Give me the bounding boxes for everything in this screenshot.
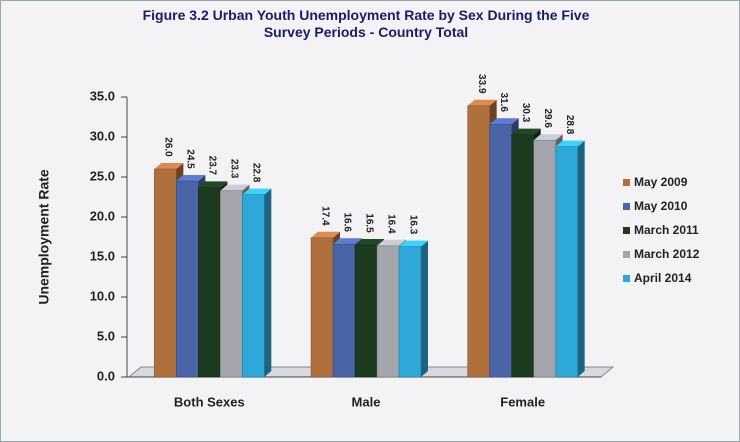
- value-label: 31.6: [498, 92, 509, 112]
- y-tick-label: 35.0: [90, 88, 115, 103]
- bar-top: [220, 184, 250, 191]
- y-tick-label: 30.0: [90, 128, 115, 143]
- bar-side: [264, 188, 272, 377]
- value-label: 17.4: [319, 206, 330, 226]
- bar: [398, 246, 422, 378]
- y-tick-label: 15.0: [90, 248, 115, 263]
- bar: [154, 168, 177, 378]
- legend-swatch: [623, 203, 630, 210]
- bar-top: [242, 188, 272, 195]
- bar-top: [489, 118, 519, 125]
- bar-side: [421, 240, 428, 377]
- bar-top: [333, 238, 362, 245]
- legend-swatch: [623, 275, 630, 282]
- bar: [533, 139, 556, 378]
- bar: [242, 194, 265, 378]
- y-tick-label: 20.0: [90, 208, 115, 223]
- bar-top: [311, 231, 340, 238]
- y-tick-label: 10.0: [90, 288, 115, 303]
- bar-top: [399, 240, 428, 247]
- legend-label: March 2011: [634, 223, 699, 237]
- value-label: 29.6: [542, 108, 553, 128]
- value-label: 26.0: [163, 137, 174, 157]
- y-tick-label: 25.0: [90, 168, 115, 183]
- bar: [220, 190, 243, 378]
- bar: [354, 244, 378, 378]
- value-label: 23.7: [207, 156, 218, 176]
- value-label: 24.5: [185, 149, 196, 169]
- legend-label: May 2010: [634, 199, 688, 213]
- bar: [332, 243, 356, 378]
- bar-top: [377, 239, 406, 246]
- bar: [310, 237, 334, 378]
- bar-top: [176, 175, 206, 181]
- legend-swatch: [623, 179, 630, 186]
- bar: [511, 134, 534, 378]
- bar-top: [533, 134, 563, 141]
- value-label: 16.6: [341, 212, 352, 232]
- legend-label: April 2014: [634, 271, 692, 285]
- bar-top: [555, 140, 585, 147]
- legend-swatch: [623, 227, 630, 234]
- legend-label: March 2012: [634, 247, 700, 261]
- legend-swatch: [623, 251, 630, 258]
- bar-top: [154, 163, 184, 169]
- y-tick-label: 5.0: [97, 328, 115, 343]
- bar-top: [511, 128, 541, 135]
- bar-side: [577, 140, 585, 377]
- bar: [376, 245, 400, 378]
- y-tick-label: 0.0: [97, 368, 115, 383]
- bar: [555, 146, 578, 378]
- x-tick-label: Both Sexes: [174, 394, 245, 409]
- bar-top: [355, 239, 384, 245]
- chart-title: Figure 3.2 Urban Youth Unemployment Rate…: [142, 7, 590, 40]
- y-axis-label: Unemployment Rate: [36, 169, 52, 305]
- bar-top: [198, 181, 228, 188]
- value-label: 23.3: [229, 159, 240, 179]
- value-label: 33.9: [476, 74, 487, 94]
- legend-label: May 2009: [634, 175, 688, 189]
- value-label: 28.8: [564, 115, 575, 135]
- value-label: 22.8: [251, 163, 262, 183]
- bar: [176, 180, 199, 378]
- value-label: 16.5: [363, 213, 374, 233]
- value-label: 16.3: [407, 215, 418, 235]
- value-label: 30.3: [520, 103, 531, 123]
- bar: [489, 123, 512, 378]
- bar-top: [467, 99, 497, 106]
- x-tick-label: Male: [352, 394, 381, 409]
- value-label: 16.4: [385, 214, 396, 234]
- bar: [198, 187, 221, 378]
- bar: [467, 105, 490, 378]
- x-tick-label: Female: [500, 394, 545, 409]
